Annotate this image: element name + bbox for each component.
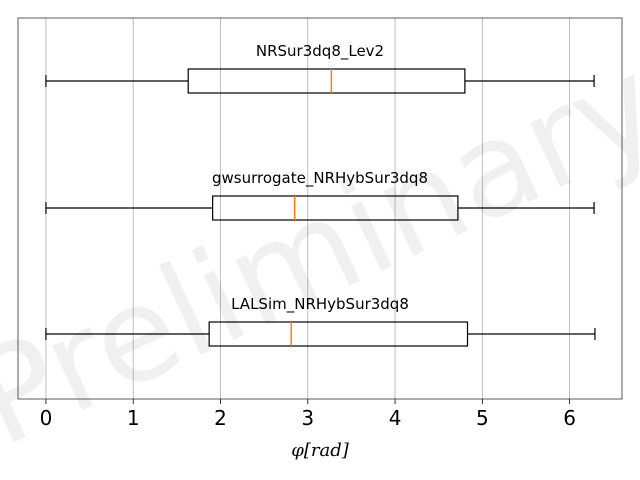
plot-frame bbox=[17, 17, 623, 400]
x-tick-label: 0 bbox=[40, 406, 53, 430]
x-tick-label: 6 bbox=[563, 406, 576, 430]
box-iqr bbox=[212, 195, 459, 221]
box-series: NRSur3dq8_Lev2 gwsurrogate_NRHybSur3dq8 LA… bbox=[45, 42, 596, 347]
x-tick-label: 4 bbox=[389, 406, 402, 430]
x-axis-label: φ[rad] bbox=[291, 440, 349, 461]
box-iqr bbox=[187, 68, 466, 94]
x-tick-label: 3 bbox=[301, 406, 314, 430]
box-group: LALSim_NRHybSur3dq8 bbox=[45, 295, 596, 347]
box-group: NRSur3dq8_Lev2 bbox=[45, 42, 595, 94]
box-group: gwsurrogate_NRHybSur3dq8 bbox=[45, 169, 595, 221]
x-tick-label: 2 bbox=[214, 406, 227, 430]
x-tick-label: 1 bbox=[127, 406, 140, 430]
box-series-label: LALSim_NRHybSur3dq8 bbox=[231, 295, 409, 314]
x-tick-label: 5 bbox=[476, 406, 489, 430]
x-axis-ticks: 0 1 2 3 4 5 6 bbox=[40, 399, 576, 430]
box-iqr bbox=[208, 321, 469, 347]
box-series-label: gwsurrogate_NRHybSur3dq8 bbox=[212, 169, 428, 188]
box-series-label: NRSur3dq8_Lev2 bbox=[256, 42, 384, 61]
